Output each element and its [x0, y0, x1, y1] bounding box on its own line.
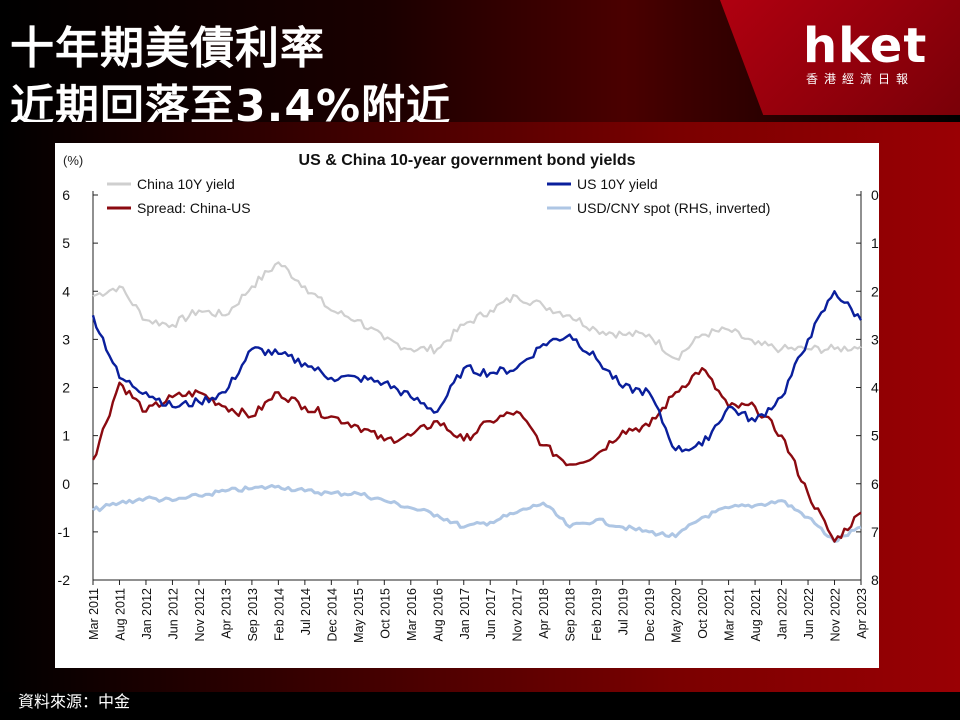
x-tick-label: Jul 2014	[299, 588, 313, 635]
hket-logo[interactable]: hket	[803, 18, 928, 74]
brand-slab	[720, 0, 960, 115]
y2-tick-label: 4	[871, 380, 879, 396]
x-tick-label: May 2015	[352, 588, 366, 643]
x-tick-label: Jul 2019	[617, 588, 631, 635]
y2-tick-label: 1	[871, 235, 879, 251]
hket-logo-subtitle: 香港經濟日報	[806, 72, 915, 86]
x-tick-label: Jan 2022	[776, 588, 790, 639]
series-line-3	[91, 484, 862, 543]
y2-tick-label: 6	[871, 476, 879, 492]
y-tick-label: 0	[62, 476, 70, 492]
series-line-1	[91, 290, 863, 453]
x-tick-label: Sep 2018	[564, 588, 578, 642]
x-tick-label: Dec 2014	[325, 588, 339, 642]
x-axis-labels: Mar 2011 Aug 2011 Jan 2012 Jun 2012 Nov 2012…	[87, 588, 869, 643]
y-tick-label: 1	[62, 428, 70, 444]
y-tick-label: 2	[62, 380, 70, 396]
y-tick-label: -1	[58, 524, 71, 540]
y-tick-label: 5	[62, 235, 70, 251]
legend-label: China 10Y yield	[137, 176, 235, 192]
y2-tick-label: 8	[871, 572, 879, 588]
x-tick-label: Mar 2021	[723, 588, 737, 641]
chart-axes: 6 5 4 3 2 1 0 -1 -2 0 1 2 3 4 5 6 7 8	[58, 187, 879, 588]
x-tick-label: Jun 2012	[166, 588, 180, 639]
x-tick-label: Sep 2013	[246, 588, 260, 642]
bond-yield-chart: China 10Y yield US 10Y yield Spread: China…	[58, 152, 879, 643]
x-tick-label: Apr 2013	[219, 588, 233, 639]
series-line-0	[92, 261, 862, 361]
x-tick-label: Aug 2021	[749, 588, 763, 642]
chart-panel: China 10Y yield US 10Y yield Spread: China…	[55, 143, 879, 668]
y2-tick-label: 7	[871, 524, 879, 540]
y-tick-label: 6	[62, 187, 70, 203]
x-tick-label: Mar 2016	[405, 588, 419, 641]
x-tick-label: Apr 2018	[537, 588, 551, 639]
y-tick-label: 3	[62, 331, 70, 347]
y2-tick-label: 5	[871, 428, 879, 444]
x-tick-label: Feb 2014	[272, 588, 286, 641]
y-tick-label: -2	[58, 572, 71, 588]
x-tick-label: Oct 2015	[378, 588, 392, 639]
y2-tick-label: 2	[871, 283, 879, 299]
x-tick-label: Aug 2016	[431, 588, 445, 642]
chart-title: US & China 10-year government bond yield…	[299, 152, 636, 169]
y2-tick-label: 0	[871, 187, 879, 203]
legend-label: US 10Y yield	[577, 176, 658, 192]
x-tick-label: Nov 2022	[829, 588, 843, 642]
x-tick-label: Jun 2022	[802, 588, 816, 639]
x-tick-label: Oct 2020	[696, 588, 710, 639]
x-tick-label: Dec 2019	[643, 588, 657, 642]
x-tick-label: Apr 2023	[855, 588, 869, 639]
y2-tick-label: 3	[871, 331, 879, 347]
chart-legend: China 10Y yield US 10Y yield Spread: China…	[107, 176, 770, 216]
x-tick-label: Nov 2012	[193, 588, 207, 642]
y-tick-label: 4	[62, 283, 70, 299]
x-tick-label: Jan 2012	[140, 588, 154, 639]
x-tick-label: Aug 2011	[113, 588, 127, 641]
x-tick-label: Nov 2017	[511, 588, 525, 642]
chart-series	[91, 261, 863, 543]
x-tick-label: Feb 2019	[590, 588, 604, 641]
legend-label: USD/CNY spot (RHS, inverted)	[577, 200, 770, 216]
series-line-2	[91, 367, 862, 543]
legend-label: Spread: China-US	[137, 200, 251, 216]
x-tick-label: Jan 2017	[458, 588, 472, 639]
y-axis-label: (%)	[63, 153, 83, 168]
source-note: 資料來源：中金	[18, 692, 131, 711]
x-tick-label: Mar 2011	[87, 588, 101, 640]
x-tick-label: May 2020	[670, 588, 684, 643]
x-tick-label: Jun 2017	[484, 588, 498, 639]
page-title: 十年期美債利率	[10, 23, 325, 74]
